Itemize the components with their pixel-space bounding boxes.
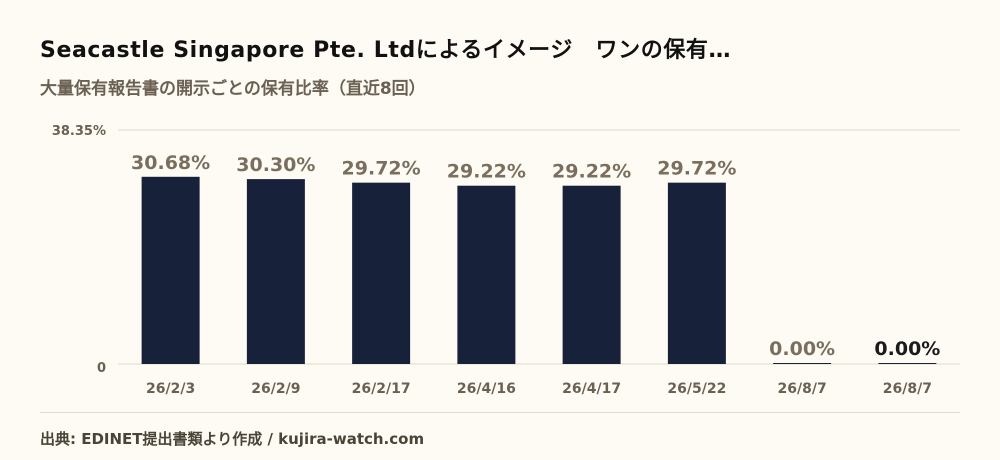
bar xyxy=(878,363,937,364)
x-tick-label: 26/4/16 xyxy=(457,381,516,397)
bar-value-label: 30.30% xyxy=(236,154,315,176)
bar xyxy=(773,363,832,364)
x-tick-label: 26/8/7 xyxy=(883,381,932,397)
bar-value-label: 29.72% xyxy=(657,158,736,180)
x-tick-label: 26/5/22 xyxy=(667,381,726,397)
bar xyxy=(562,185,621,364)
bar-value-label: 0.00% xyxy=(874,338,940,360)
x-tick-label: 26/2/17 xyxy=(352,381,411,397)
chart-title: Seacastle Singapore Pte. Ltdによるイメージ ワンの保… xyxy=(40,38,732,63)
footer-divider xyxy=(40,412,960,413)
x-tick-label: 26/8/7 xyxy=(778,381,827,397)
x-tick-label: 26/4/17 xyxy=(562,381,621,397)
x-tick-label: 26/2/3 xyxy=(146,381,195,397)
bar xyxy=(141,176,200,364)
bar-value-label: 29.22% xyxy=(447,161,526,183)
y-tick-label-zero: 0 xyxy=(97,361,106,376)
y-tick-label-max: 38.35% xyxy=(52,124,106,139)
bar xyxy=(457,185,516,364)
bar-value-label: 29.72% xyxy=(342,158,421,180)
bar xyxy=(352,182,411,364)
bar-value-label: 30.68% xyxy=(131,152,210,174)
bar xyxy=(667,182,726,364)
source-note: 出典: EDINET提出書類より作成 / kujira-watch.com xyxy=(40,430,425,448)
chart-subtitle: 大量保有報告書の開示ごとの保有比率（直近8回） xyxy=(40,79,426,99)
bar xyxy=(246,179,305,364)
bar-value-label: 29.22% xyxy=(552,161,631,183)
x-tick-label: 26/2/9 xyxy=(251,381,300,397)
bar-value-label: 0.00% xyxy=(769,338,835,360)
